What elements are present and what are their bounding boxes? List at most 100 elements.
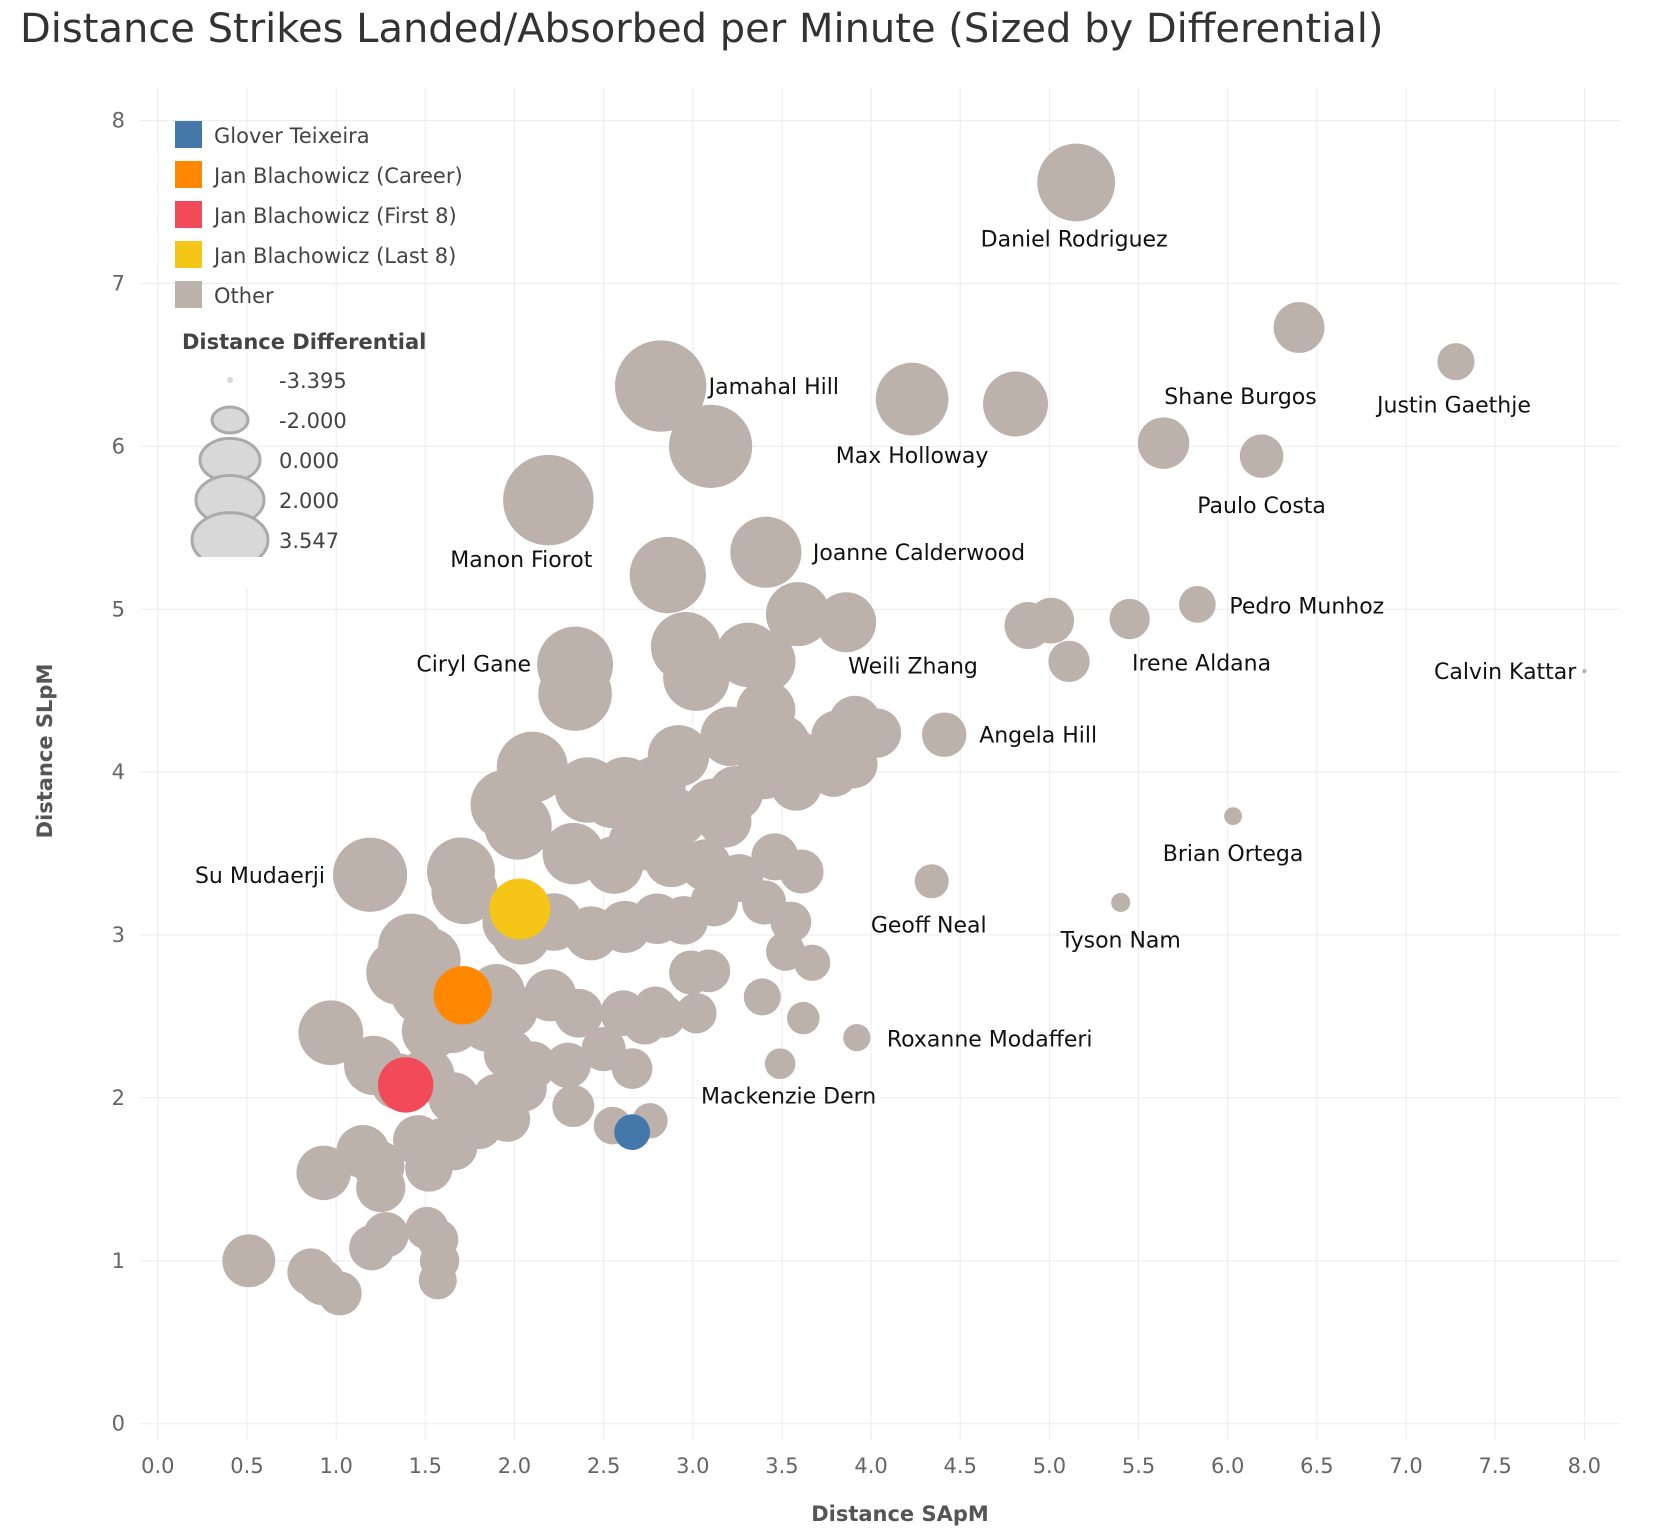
y-tick-label: 4 — [112, 760, 125, 784]
other-point — [816, 592, 877, 653]
labeled-point — [914, 864, 949, 899]
other-point — [1273, 302, 1325, 353]
legend-label: Glover Teixeira — [214, 124, 370, 148]
other-point — [431, 857, 498, 925]
other-point — [676, 992, 717, 1034]
point-label: Geoff Neal — [871, 913, 987, 938]
legend-label: Jan Blachowicz (Last 8) — [212, 244, 456, 268]
other-point — [732, 629, 796, 693]
point-label: Pedro Munhoz — [1229, 594, 1384, 619]
highlighted-point — [433, 966, 492, 1025]
other-points — [222, 143, 1587, 1316]
other-point — [1109, 598, 1150, 640]
point-label: Roxanne Modafferi — [887, 1028, 1093, 1053]
labeled-point — [1224, 807, 1242, 826]
size-legend-label: -3.395 — [279, 369, 347, 393]
other-point — [765, 582, 831, 647]
other-point — [554, 988, 604, 1038]
other-point — [298, 1000, 364, 1066]
legend-mask — [170, 557, 310, 587]
other-point — [764, 1048, 796, 1080]
other-point — [698, 794, 752, 848]
point-label: Daniel Rodriguez — [981, 227, 1168, 252]
other-point — [356, 1162, 406, 1213]
point-label: Manon Fiorot — [450, 548, 592, 573]
y-axis-title: Distance SLpM — [33, 664, 57, 839]
labeled-point — [332, 837, 408, 912]
point-label: Jamahal Hill — [707, 375, 839, 400]
size-legend-label: 3.547 — [279, 529, 339, 553]
point-label: Ciryl Gane — [416, 653, 531, 678]
point-labels: Daniel Rodriguez Jamahal Hill Max Holloway… — [195, 227, 1577, 1109]
size-legend-label: -2.000 — [279, 409, 347, 433]
labeled-point — [1179, 586, 1216, 623]
y-tick-label: 5 — [112, 597, 125, 621]
x-tick-label: 1.0 — [319, 1454, 352, 1478]
grid-lines — [140, 88, 1620, 1440]
highlighted-point — [489, 878, 551, 940]
other-point — [545, 1042, 591, 1089]
labeled-point — [1048, 640, 1090, 683]
point-label: Calvin Kattar — [1434, 660, 1577, 685]
point-label: Brian Ortega — [1163, 842, 1304, 867]
labeled-point — [875, 362, 949, 436]
point-label: Su Mudaerji — [195, 864, 325, 889]
other-point — [687, 949, 731, 993]
x-tick-label: 0.5 — [230, 1454, 263, 1478]
point-label: Paulo Costa — [1197, 494, 1326, 519]
x-tick-label: 6.0 — [1211, 1454, 1244, 1478]
point-label: Tyson Nam — [1060, 928, 1181, 953]
size-legend-title: Distance Differential — [182, 330, 426, 354]
point-label: Angela Hill — [979, 724, 1097, 749]
y-tick-label: 6 — [112, 434, 125, 458]
labeled-point — [921, 712, 967, 757]
labeled-point — [1037, 143, 1116, 222]
other-point — [669, 404, 753, 488]
legend-swatch — [175, 201, 202, 228]
x-tick-label: 5.5 — [1122, 1454, 1155, 1478]
other-point — [222, 1234, 276, 1288]
labeled-point — [1582, 669, 1587, 674]
size-legend-marker — [227, 377, 233, 383]
other-point — [743, 978, 781, 1016]
other-point — [794, 944, 831, 981]
y-tick-label: 1 — [112, 1249, 125, 1273]
x-tick-label: 7.0 — [1389, 1454, 1422, 1478]
x-tick-label: 5.0 — [1033, 1454, 1066, 1478]
x-tick-label: 7.5 — [1478, 1454, 1511, 1478]
other-point — [317, 1271, 362, 1316]
point-label: Weili Zhang — [848, 655, 978, 680]
x-tick-label: 0.0 — [141, 1454, 174, 1478]
other-point — [779, 849, 824, 894]
other-point — [787, 1001, 820, 1035]
legend-swatch — [175, 121, 202, 148]
other-point — [296, 1145, 351, 1201]
other-point — [363, 1212, 409, 1258]
x-tick-label: 2.0 — [498, 1454, 531, 1478]
other-point — [405, 1144, 453, 1192]
other-point — [552, 1085, 595, 1128]
labeled-point — [503, 454, 594, 546]
legend-swatch — [175, 241, 202, 268]
x-tick-label: 4.0 — [854, 1454, 887, 1478]
legend-label: Jan Blachowicz (Career) — [212, 164, 463, 188]
y-tick-label: 7 — [112, 271, 125, 295]
x-tick-label: 6.5 — [1300, 1454, 1333, 1478]
x-axis-title: Distance SApM — [811, 1502, 989, 1526]
other-point — [629, 536, 706, 614]
labeled-point — [614, 340, 707, 432]
y-tick-labels: 0 1 2 3 4 5 6 7 8 — [112, 109, 125, 1436]
labeled-point — [1111, 892, 1131, 913]
highlighted-point — [614, 1114, 651, 1151]
other-point — [611, 1048, 653, 1089]
labeled-point — [829, 695, 881, 748]
other-point — [418, 1261, 457, 1300]
x-tick-label: 2.5 — [587, 1454, 620, 1478]
x-tick-label: 4.5 — [944, 1454, 977, 1478]
other-point — [643, 995, 686, 1038]
other-point — [983, 371, 1049, 437]
labeled-point — [1137, 417, 1190, 469]
y-tick-label: 3 — [112, 923, 125, 947]
point-label: Max Holloway — [836, 444, 989, 469]
